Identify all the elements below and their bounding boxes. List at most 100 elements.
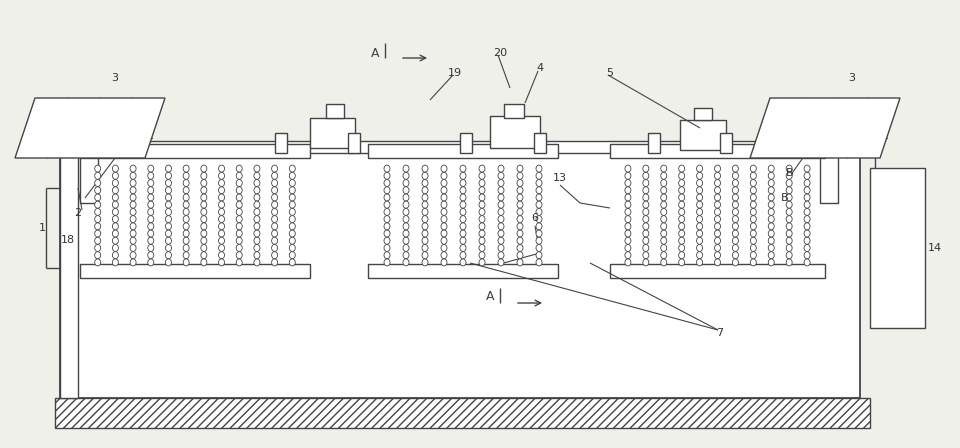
Ellipse shape [165,252,172,258]
Ellipse shape [165,215,172,223]
Ellipse shape [751,180,756,186]
Ellipse shape [441,252,447,258]
Ellipse shape [625,180,631,186]
Ellipse shape [768,230,775,237]
Ellipse shape [786,208,792,215]
Ellipse shape [804,237,810,244]
Ellipse shape [165,194,172,201]
Ellipse shape [112,208,118,215]
Ellipse shape [112,230,118,237]
Ellipse shape [460,172,466,179]
Ellipse shape [384,194,390,201]
Ellipse shape [751,245,756,251]
Ellipse shape [148,172,154,179]
Ellipse shape [422,180,428,186]
Ellipse shape [254,194,260,201]
Ellipse shape [95,201,101,208]
Ellipse shape [625,194,631,201]
Ellipse shape [219,230,225,237]
Ellipse shape [183,230,189,237]
Ellipse shape [786,187,792,194]
Ellipse shape [130,259,136,266]
Ellipse shape [460,201,466,208]
Ellipse shape [384,180,390,186]
Ellipse shape [95,230,101,237]
Ellipse shape [272,180,277,186]
Text: 20: 20 [492,48,507,58]
Ellipse shape [219,259,225,266]
Bar [60,148,78,398]
Ellipse shape [112,187,118,194]
Ellipse shape [517,180,523,186]
Ellipse shape [804,208,810,215]
Ellipse shape [786,223,792,230]
Ellipse shape [219,194,225,201]
Ellipse shape [130,230,136,237]
Bar [694,108,712,120]
Ellipse shape [289,230,296,237]
Ellipse shape [786,180,792,186]
Ellipse shape [95,259,101,266]
Ellipse shape [254,252,260,258]
Text: 4: 4 [537,63,543,73]
Ellipse shape [625,187,631,194]
Ellipse shape [272,245,277,251]
Ellipse shape [219,187,225,194]
Ellipse shape [460,259,466,266]
Ellipse shape [183,252,189,258]
Ellipse shape [697,187,703,194]
Ellipse shape [660,194,667,201]
Ellipse shape [165,201,172,208]
Ellipse shape [697,215,703,223]
Ellipse shape [479,201,485,208]
Ellipse shape [498,187,504,194]
Ellipse shape [201,252,206,258]
Ellipse shape [219,237,225,244]
Ellipse shape [112,259,118,266]
Ellipse shape [643,201,649,208]
Ellipse shape [148,237,154,244]
Ellipse shape [732,237,738,244]
Ellipse shape [254,230,260,237]
Ellipse shape [236,259,242,266]
Ellipse shape [95,208,101,215]
Ellipse shape [272,230,277,237]
Ellipse shape [460,180,466,186]
Ellipse shape [479,172,485,179]
Ellipse shape [517,187,523,194]
Ellipse shape [403,230,409,237]
Ellipse shape [479,252,485,258]
Ellipse shape [643,208,649,215]
Ellipse shape [768,259,775,266]
Ellipse shape [498,165,504,172]
Ellipse shape [536,252,542,258]
Ellipse shape [714,187,721,194]
Ellipse shape [697,208,703,215]
Ellipse shape [517,252,523,258]
Ellipse shape [732,194,738,201]
Ellipse shape [679,252,684,258]
Ellipse shape [441,223,447,230]
Ellipse shape [148,180,154,186]
Ellipse shape [272,165,277,172]
Ellipse shape [697,180,703,186]
Ellipse shape [201,187,206,194]
Ellipse shape [768,187,775,194]
Ellipse shape [165,223,172,230]
Ellipse shape [679,230,684,237]
Ellipse shape [732,259,738,266]
Ellipse shape [625,208,631,215]
Ellipse shape [95,172,101,179]
Ellipse shape [714,165,721,172]
Ellipse shape [768,237,775,244]
Ellipse shape [536,245,542,251]
Ellipse shape [768,208,775,215]
Ellipse shape [732,187,738,194]
Ellipse shape [751,223,756,230]
Ellipse shape [148,201,154,208]
Ellipse shape [183,237,189,244]
Ellipse shape [403,252,409,258]
Ellipse shape [112,252,118,258]
Ellipse shape [732,215,738,223]
Ellipse shape [403,187,409,194]
